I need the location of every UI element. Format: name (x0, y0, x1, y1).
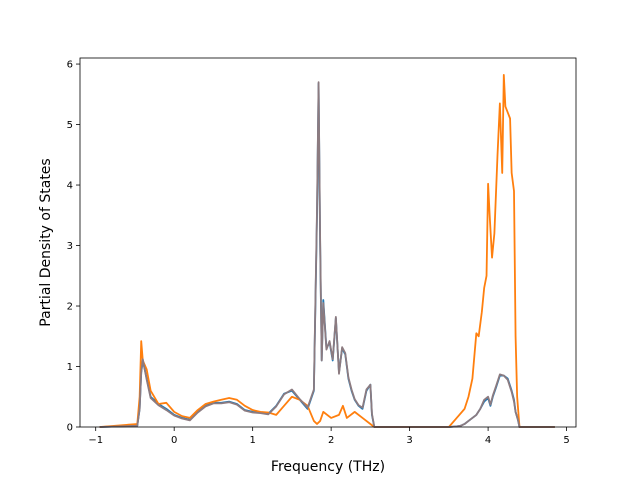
series-line-3 (99, 81, 555, 428)
x-tick-label: 4 (485, 435, 491, 446)
plot-area (99, 74, 555, 428)
x-tick-label: −1 (88, 435, 103, 446)
series-line-2 (99, 74, 555, 428)
x-tick-label: 2 (328, 435, 334, 446)
y-axis-title: Partial Density of States (38, 158, 54, 326)
x-tick-label: 1 (249, 435, 255, 446)
x-axis-title: Frequency (THz) (271, 459, 385, 475)
y-tick-label: 1 (67, 362, 73, 373)
y-tick-label: 3 (67, 241, 73, 252)
x-tick-label: 0 (171, 435, 177, 446)
axes-frame (79, 57, 577, 428)
y-tick-label: 5 (67, 120, 73, 131)
y-tick-label: 2 (67, 302, 73, 313)
x-tick-label: 3 (406, 435, 412, 446)
y-tick-label: 0 (67, 423, 73, 434)
y-tick-label: 4 (67, 181, 73, 192)
y-axis-ticks: 0 1 2 3 4 5 6 (67, 60, 80, 434)
x-axis-ticks: −1 0 1 2 3 4 5 (88, 427, 570, 446)
y-tick-label: 6 (67, 60, 73, 71)
x-tick-label: 5 (563, 435, 569, 446)
